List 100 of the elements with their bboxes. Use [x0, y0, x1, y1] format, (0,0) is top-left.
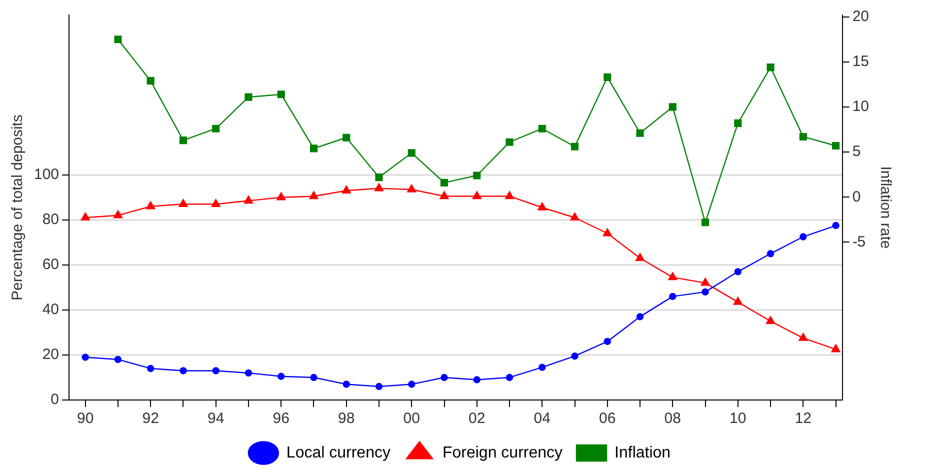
point: [734, 268, 742, 276]
y2-axis-title: Inflation rate: [876, 166, 894, 249]
point: [310, 144, 318, 152]
x-tick-label: 92: [142, 410, 159, 428]
legend-label: Inflation: [614, 444, 671, 462]
y-tick-label: 40: [42, 301, 60, 318]
point: [277, 90, 285, 98]
point: [472, 191, 482, 200]
point: [114, 36, 122, 44]
point: [798, 332, 808, 341]
point: [538, 364, 546, 371]
point: [668, 272, 678, 280]
point: [636, 129, 644, 137]
x-tick-label: 06: [599, 410, 616, 428]
point: [800, 233, 807, 240]
x-tick-label: 10: [730, 410, 746, 428]
point: [179, 136, 188, 144]
point: [147, 364, 154, 372]
point: [700, 278, 710, 286]
point: [342, 380, 350, 388]
point: [309, 191, 318, 200]
point: [146, 201, 156, 210]
point: [278, 372, 285, 380]
y2-tick-label: 15: [852, 53, 870, 70]
point: [244, 369, 252, 377]
point: [733, 296, 742, 305]
point: [473, 172, 481, 180]
y-tick-label: 20: [42, 346, 60, 364]
point: [473, 376, 480, 384]
point: [211, 199, 220, 207]
point: [408, 380, 416, 388]
point: [799, 132, 807, 141]
point: [570, 212, 580, 220]
point: [832, 222, 840, 230]
point: [440, 374, 448, 382]
point: [212, 124, 220, 132]
y-tick-label: 0: [50, 391, 60, 408]
point: [178, 199, 188, 207]
point: [244, 196, 253, 204]
point: [766, 316, 776, 324]
point: [310, 374, 318, 382]
point: [766, 250, 774, 258]
point: [408, 149, 416, 157]
legend-label: Foreign currency: [442, 444, 563, 462]
point: [276, 192, 286, 200]
point: [180, 367, 187, 374]
x-tick-label: 98: [338, 410, 355, 428]
point: [342, 134, 350, 142]
point: [212, 367, 220, 374]
point: [375, 382, 383, 390]
point: [831, 344, 840, 352]
point: [602, 228, 612, 236]
y2-tick-label: 0: [852, 188, 861, 206]
point: [244, 93, 252, 101]
point: [832, 142, 840, 150]
x-tick-label: 90: [76, 410, 94, 428]
point: [375, 174, 383, 182]
x-tick-label: 94: [208, 410, 224, 428]
point: [114, 356, 122, 364]
y2-tick-label: 10: [852, 98, 870, 116]
point: [702, 288, 709, 296]
x-tick-label: 02: [468, 410, 486, 428]
point: [604, 73, 612, 81]
y-tick-label: 100: [34, 166, 60, 183]
x-tick-label: 04: [534, 410, 550, 428]
y2-tick-label: 20: [852, 8, 870, 25]
point: [636, 313, 644, 320]
point: [505, 191, 514, 200]
y2-tick-label: 5: [852, 143, 861, 160]
point: [374, 183, 384, 192]
point: [636, 253, 645, 262]
point: [342, 186, 351, 194]
legend-label: Local currency: [286, 444, 390, 462]
point: [669, 292, 676, 300]
point: [766, 64, 774, 72]
point: [407, 184, 416, 192]
point: [80, 212, 90, 220]
point: [113, 210, 122, 218]
point: [571, 352, 578, 360]
y-axis-title: Percentage of total deposits: [9, 114, 26, 300]
point: [440, 191, 449, 200]
x-tick-label: 00: [403, 410, 420, 428]
point: [570, 142, 579, 150]
point: [604, 338, 611, 346]
y-tick-label: 60: [42, 256, 60, 274]
y-tick-label: 80: [42, 211, 60, 228]
y2-tick-label: -5: [852, 233, 866, 250]
x-tick-label: 08: [664, 410, 681, 428]
point: [506, 374, 514, 382]
point: [734, 119, 742, 127]
point: [146, 77, 154, 85]
point: [538, 202, 547, 210]
point: [506, 138, 514, 146]
point: [701, 218, 710, 226]
point: [538, 124, 546, 132]
point: [668, 103, 676, 111]
x-tick-label: 12: [794, 410, 812, 428]
point: [82, 354, 89, 361]
point: [440, 178, 448, 186]
x-tick-label: 96: [272, 410, 290, 428]
